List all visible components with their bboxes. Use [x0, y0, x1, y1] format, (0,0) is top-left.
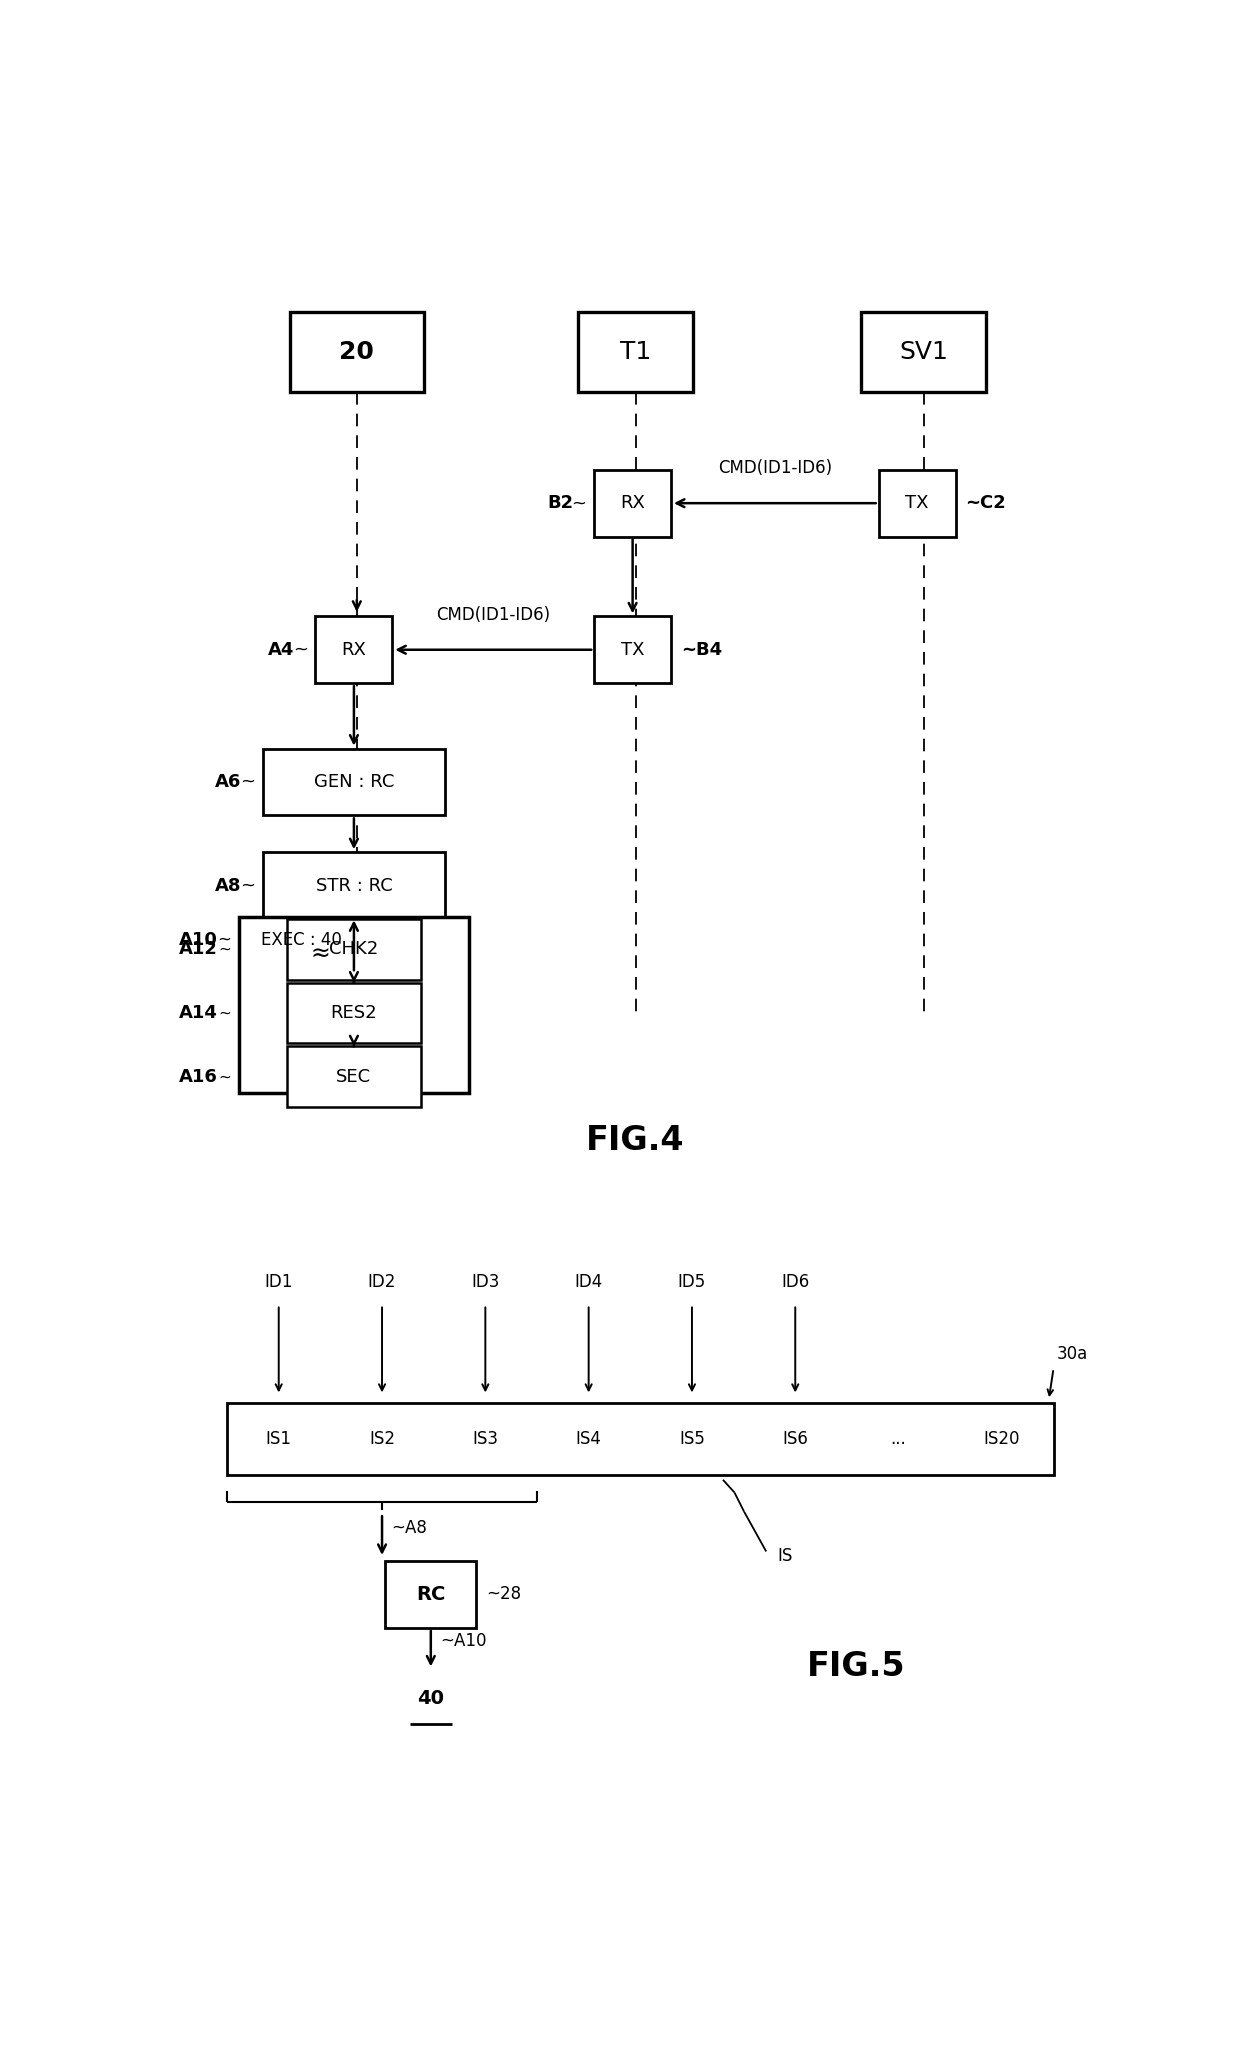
- Text: GEN : RC: GEN : RC: [314, 774, 394, 790]
- Text: SV1: SV1: [899, 339, 949, 364]
- Text: IS1: IS1: [265, 1430, 291, 1448]
- Text: A6: A6: [215, 774, 242, 790]
- Text: T1: T1: [620, 339, 651, 364]
- Text: A4: A4: [268, 641, 294, 658]
- Text: IS4: IS4: [575, 1430, 601, 1448]
- Text: ≈: ≈: [310, 941, 330, 966]
- Text: ~: ~: [241, 877, 255, 894]
- Bar: [578, 312, 693, 391]
- Text: ~: ~: [293, 641, 308, 658]
- Text: RX: RX: [620, 494, 645, 513]
- Text: IS20: IS20: [983, 1430, 1021, 1448]
- Text: TX: TX: [621, 641, 645, 658]
- Text: IS: IS: [777, 1548, 794, 1566]
- Text: ~28: ~28: [486, 1585, 521, 1603]
- Text: ~C2: ~C2: [965, 494, 1006, 513]
- Text: IS5: IS5: [680, 1430, 704, 1448]
- Text: A10: A10: [179, 931, 217, 950]
- Bar: [386, 1560, 476, 1628]
- Text: SEC: SEC: [336, 1068, 372, 1086]
- Text: ID2: ID2: [368, 1272, 397, 1291]
- Text: ~: ~: [218, 941, 231, 956]
- Text: IS3: IS3: [472, 1430, 498, 1448]
- Bar: [315, 617, 392, 683]
- Text: A14: A14: [179, 1003, 217, 1022]
- Bar: [263, 749, 445, 815]
- Text: 30a: 30a: [1056, 1345, 1087, 1363]
- Text: ID6: ID6: [781, 1272, 810, 1291]
- Bar: [879, 470, 956, 536]
- Text: ID1: ID1: [264, 1272, 293, 1291]
- Text: 40: 40: [418, 1688, 444, 1707]
- Bar: [227, 1403, 1054, 1475]
- Text: STR : RC: STR : RC: [315, 877, 392, 894]
- Bar: [594, 470, 671, 536]
- Text: ~A8: ~A8: [392, 1519, 428, 1537]
- Text: ~A10: ~A10: [440, 1632, 487, 1649]
- Text: ~: ~: [241, 774, 255, 790]
- Bar: [238, 917, 469, 1092]
- Bar: [594, 617, 671, 683]
- Text: ...: ...: [890, 1430, 906, 1448]
- Text: ~: ~: [218, 1006, 231, 1020]
- Text: ~: ~: [217, 931, 231, 950]
- Text: CHK2: CHK2: [330, 939, 378, 958]
- Text: ~: ~: [218, 1070, 231, 1084]
- Text: ID5: ID5: [678, 1272, 706, 1291]
- Text: IS6: IS6: [782, 1430, 808, 1448]
- Bar: [286, 919, 422, 979]
- Text: RX: RX: [341, 641, 366, 658]
- Text: A12: A12: [179, 939, 217, 958]
- Bar: [263, 852, 445, 919]
- Text: B2: B2: [547, 494, 573, 513]
- Text: IS2: IS2: [370, 1430, 396, 1448]
- Text: TX: TX: [905, 494, 929, 513]
- Text: ID4: ID4: [574, 1272, 603, 1291]
- Text: RES2: RES2: [331, 1003, 377, 1022]
- Bar: [862, 312, 986, 391]
- Text: EXEC : 40: EXEC : 40: [260, 931, 341, 950]
- Text: A16: A16: [179, 1068, 217, 1086]
- Text: ~B4: ~B4: [681, 641, 722, 658]
- Text: ~: ~: [572, 494, 587, 513]
- Text: A8: A8: [215, 877, 242, 894]
- Text: FIG.4: FIG.4: [587, 1123, 684, 1157]
- Bar: [286, 983, 422, 1043]
- Text: RC: RC: [417, 1585, 445, 1603]
- Text: CMD(ID1-ID6): CMD(ID1-ID6): [718, 459, 832, 478]
- Bar: [286, 1047, 422, 1107]
- Bar: [289, 312, 424, 391]
- Text: CMD(ID1-ID6): CMD(ID1-ID6): [436, 606, 551, 623]
- Text: FIG.5: FIG.5: [807, 1649, 906, 1682]
- Text: ID3: ID3: [471, 1272, 500, 1291]
- Text: 20: 20: [340, 339, 374, 364]
